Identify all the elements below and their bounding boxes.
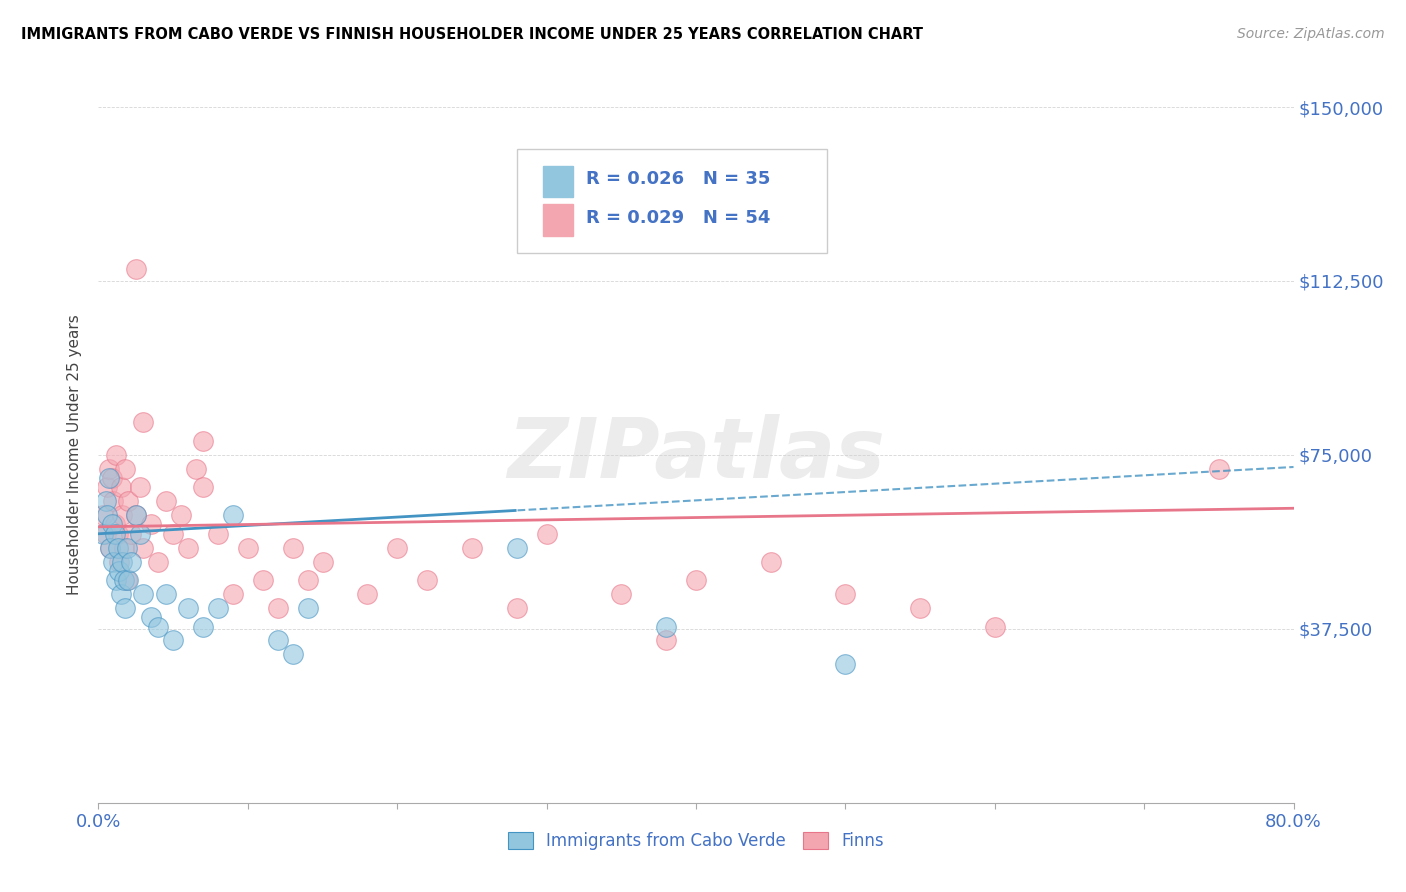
Point — [104, 526, 127, 541]
Point — [162, 526, 184, 541]
Point — [110, 587, 132, 601]
Point — [120, 555, 142, 569]
Point — [252, 573, 274, 587]
Point — [461, 541, 484, 555]
Point — [120, 526, 142, 541]
Point — [267, 601, 290, 615]
Point — [125, 508, 148, 523]
Legend: Immigrants from Cabo Verde, Finns: Immigrants from Cabo Verde, Finns — [502, 826, 890, 857]
Y-axis label: Householder Income Under 25 years: Householder Income Under 25 years — [67, 315, 83, 595]
Point — [125, 262, 148, 277]
Point — [117, 573, 139, 587]
Text: IMMIGRANTS FROM CABO VERDE VS FINNISH HOUSEHOLDER INCOME UNDER 25 YEARS CORRELAT: IMMIGRANTS FROM CABO VERDE VS FINNISH HO… — [21, 27, 924, 42]
Point — [155, 587, 177, 601]
Point — [281, 648, 304, 662]
Point — [110, 480, 132, 494]
Point — [416, 573, 439, 587]
Point — [155, 494, 177, 508]
Point — [222, 508, 245, 523]
Point — [148, 619, 170, 633]
Text: R = 0.026   N = 35: R = 0.026 N = 35 — [586, 169, 770, 187]
Point — [97, 471, 120, 485]
Point — [105, 448, 128, 462]
FancyBboxPatch shape — [517, 149, 827, 253]
Text: R = 0.029   N = 54: R = 0.029 N = 54 — [586, 210, 770, 227]
Point — [107, 541, 129, 555]
Point — [96, 508, 118, 523]
Point — [222, 587, 245, 601]
Point — [536, 526, 558, 541]
Point — [207, 526, 229, 541]
Point — [506, 601, 529, 615]
Point — [98, 541, 122, 555]
Point — [91, 526, 114, 541]
Point — [98, 541, 122, 555]
Point — [101, 517, 124, 532]
Point — [356, 587, 378, 601]
Point — [506, 541, 529, 555]
Point — [908, 601, 931, 615]
Point — [108, 564, 131, 578]
Point — [129, 526, 152, 541]
Point — [610, 587, 633, 601]
Point — [94, 526, 117, 541]
Point — [103, 494, 125, 508]
Point — [191, 434, 214, 448]
Point — [103, 555, 125, 569]
Point — [148, 555, 170, 569]
Point — [101, 471, 124, 485]
Point — [117, 494, 139, 508]
Point — [132, 587, 155, 601]
Point — [177, 541, 200, 555]
Point — [115, 573, 138, 587]
Point — [107, 526, 129, 541]
Point — [655, 619, 678, 633]
Point — [108, 555, 131, 569]
Point — [311, 555, 333, 569]
Bar — [543, 166, 572, 197]
Point — [129, 480, 152, 494]
Point — [834, 657, 856, 671]
Point — [105, 573, 128, 587]
Point — [139, 517, 162, 532]
Point — [132, 541, 155, 555]
Point — [236, 541, 259, 555]
Point — [191, 480, 214, 494]
Point — [111, 508, 134, 523]
Bar — [543, 204, 572, 235]
Point — [385, 541, 409, 555]
Point — [104, 517, 127, 532]
Point — [177, 601, 200, 615]
Point — [97, 462, 120, 476]
Point — [132, 416, 155, 430]
Text: ZIPatlas: ZIPatlas — [508, 415, 884, 495]
Point — [1208, 462, 1230, 476]
Point — [184, 462, 207, 476]
Point — [655, 633, 678, 648]
Point — [191, 619, 214, 633]
Point — [111, 555, 134, 569]
Point — [91, 508, 114, 523]
Point — [162, 633, 184, 648]
Point — [834, 587, 856, 601]
Point — [759, 555, 782, 569]
Point — [297, 573, 319, 587]
Point — [114, 462, 136, 476]
Point — [112, 573, 135, 587]
Point — [114, 601, 136, 615]
Point — [115, 541, 138, 555]
Point — [685, 573, 707, 587]
Point — [207, 601, 229, 615]
Point — [96, 480, 118, 494]
Point — [297, 601, 319, 615]
Point — [267, 633, 290, 648]
Point — [125, 508, 148, 523]
Point — [984, 619, 1007, 633]
Point — [139, 610, 162, 624]
Text: Source: ZipAtlas.com: Source: ZipAtlas.com — [1237, 27, 1385, 41]
Point — [169, 508, 191, 523]
Point — [94, 494, 117, 508]
Point — [281, 541, 304, 555]
Point — [112, 541, 135, 555]
